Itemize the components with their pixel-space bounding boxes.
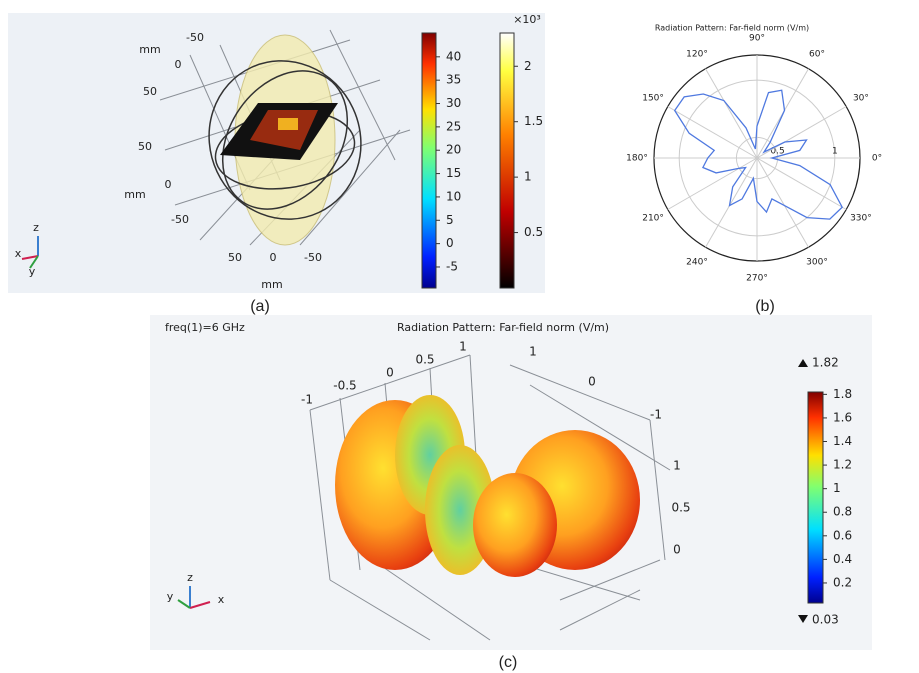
max-marker	[798, 359, 808, 367]
polar-spoke	[667, 157, 758, 210]
pattern-lobe	[473, 473, 557, 577]
colorbar-tick-label: 0.5	[524, 225, 543, 239]
colorbar-tick-label: 1	[833, 481, 841, 495]
axis-label: 0	[175, 58, 182, 71]
angle-tick-label: 90°	[749, 34, 765, 44]
angle-tick-label: 210°	[642, 214, 664, 224]
axis-label: 1	[529, 345, 537, 359]
colorbar-tick-label: 1.4	[833, 434, 852, 448]
colorbar	[499, 32, 515, 289]
triad-label: z	[33, 221, 39, 234]
axis-label: 0	[165, 178, 172, 191]
colorbar-tick-label: 0.2	[833, 575, 852, 589]
axis-label: 1	[459, 340, 467, 354]
axis-label: 0	[588, 375, 596, 389]
colorbar-tick-label: 10	[446, 189, 461, 203]
triad-label: x	[15, 247, 22, 260]
colorbar-tick-label: 15	[446, 166, 461, 180]
angle-tick-label: 240°	[686, 257, 708, 267]
min-marker	[798, 615, 808, 623]
annotation: freq(1)=6 GHz	[165, 321, 245, 334]
colorbar-tick-label: 5	[446, 213, 454, 227]
angle-tick-label: 180°	[626, 154, 648, 164]
axis-label: 0	[673, 543, 681, 557]
field-ring	[221, 70, 349, 210]
colorbar-tick-label: 35	[446, 73, 461, 87]
colorbar-tick-label: 1.8	[833, 387, 852, 401]
colorbar	[807, 391, 824, 604]
axis-label: 0	[270, 251, 277, 264]
r-tick-label: 0.5	[770, 147, 784, 157]
angle-tick-label: 150°	[642, 94, 664, 104]
axis-label: -1	[650, 408, 662, 422]
colorbar-tick-label: 30	[446, 96, 461, 110]
caption: (a)	[250, 298, 270, 315]
colorbar-tick-label: 1.6	[833, 410, 852, 424]
axis-label: mm	[124, 188, 145, 201]
axis-label: 50	[228, 251, 242, 264]
triad-label: y	[167, 590, 174, 603]
angle-tick-label: 60°	[809, 50, 825, 60]
antenna-hotspot	[278, 118, 298, 130]
colorbar-tick-label: 0.6	[833, 528, 852, 542]
polar-spoke	[756, 106, 847, 159]
axis-label: mm	[261, 278, 282, 291]
panel-b-background	[590, 13, 915, 293]
colorbar-multiplier: ×10³	[513, 13, 541, 26]
axis-label: 0.5	[671, 501, 690, 515]
triad-axis	[189, 601, 211, 609]
polar-spoke	[756, 157, 847, 210]
colorbar	[421, 32, 437, 289]
colorbar-tick-label: 2	[524, 59, 532, 73]
colorbar-tick-label: 40	[446, 49, 461, 63]
triad-axis	[29, 255, 39, 269]
angle-tick-label: 120°	[686, 50, 708, 60]
angle-tick-label: 270°	[746, 274, 768, 284]
colorbar-tick-label: 0.8	[833, 505, 852, 519]
triad-label: x	[218, 593, 225, 606]
colorbar-tick-label: -5	[446, 259, 458, 273]
axis-label: -0.5	[333, 379, 356, 393]
field-ring	[208, 60, 362, 220]
axis-label: 50	[143, 85, 157, 98]
colorbar-tick-label: 1	[524, 170, 532, 184]
colorbar-tick-label: 20	[446, 143, 461, 157]
triad-axis	[21, 255, 39, 260]
axis-label: 50	[138, 140, 152, 153]
axis-label: -50	[304, 251, 322, 264]
angle-tick-label: 300°	[806, 257, 828, 267]
axis-label: 0.5	[415, 353, 434, 367]
triad-label: y	[29, 265, 36, 278]
colorbar-min: 0.03	[812, 613, 839, 627]
axis-label: -50	[186, 31, 204, 44]
colorbar-tick-label: 1.2	[833, 458, 852, 472]
angle-tick-label: 0°	[872, 154, 882, 164]
colorbar-tick-label: 0.4	[833, 552, 852, 566]
polar-spoke	[667, 106, 758, 159]
angle-tick-label: 30°	[853, 94, 869, 104]
caption: (c)	[499, 654, 518, 671]
triad-axis	[177, 599, 191, 609]
axis-label: mm	[139, 43, 160, 56]
axis-label: -50	[171, 213, 189, 226]
axis-label: 0	[386, 366, 394, 380]
chart-title: Radiation Pattern: Far-field norm (V/m)	[655, 24, 809, 33]
colorbar-max: 1.82	[812, 356, 839, 370]
r-tick-label: 1	[832, 147, 838, 157]
colorbar-tick-label: 1.5	[524, 114, 543, 128]
colorbar-tick-label: 25	[446, 119, 461, 133]
polar-spoke	[705, 157, 758, 248]
triad-label: z	[187, 571, 193, 584]
colorbar-tick-label: 0	[446, 236, 454, 250]
angle-tick-label: 330°	[850, 214, 872, 224]
axis-label: -1	[301, 393, 313, 407]
pattern-curve	[673, 89, 844, 220]
panel-c-grid	[309, 354, 671, 641]
polar-spoke	[756, 157, 809, 248]
axis-label: 1	[673, 459, 681, 473]
polar-spoke	[705, 68, 758, 159]
caption: (b)	[755, 298, 775, 315]
chart-title: Radiation Pattern: Far-field norm (V/m)	[397, 321, 609, 334]
